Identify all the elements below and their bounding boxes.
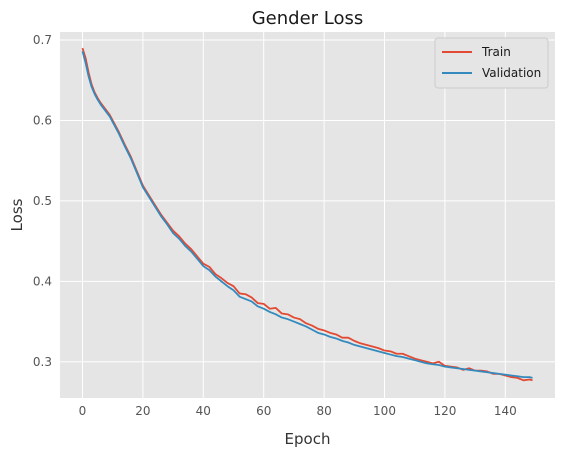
x-tick-label: 120 [433,404,456,418]
y-tick-label: 0.7 [33,33,52,47]
x-tick-label: 140 [494,404,517,418]
y-axis-label: Loss [8,198,26,231]
legend-label-train: Train [481,45,511,59]
legend-label-validation: Validation [482,66,541,80]
legend-box [434,37,549,89]
x-tick-label: 100 [373,404,396,418]
x-tick-label: 0 [79,404,87,418]
tick-labels: 0 20 40 60 80 100 120 140 0.3 0.4 0.5 0.6 0.7 [33,33,517,418]
y-tick-label: 0.6 [33,113,52,127]
chart-title: Gender Loss [252,8,364,29]
grid [60,32,555,398]
y-tick-label: 0.3 [33,355,52,369]
x-tick-label: 80 [316,404,331,418]
series-line-validation [81,51,533,379]
x-tick-label: 40 [196,404,211,418]
series-lines [81,47,533,382]
legend: Train Validation [434,37,549,89]
x-tick-label: 20 [135,404,150,418]
y-tick-label: 0.5 [33,194,52,208]
y-tick-label: 0.4 [33,274,52,288]
x-axis-label: Epoch [285,430,331,448]
x-tick-label: 60 [256,404,271,418]
